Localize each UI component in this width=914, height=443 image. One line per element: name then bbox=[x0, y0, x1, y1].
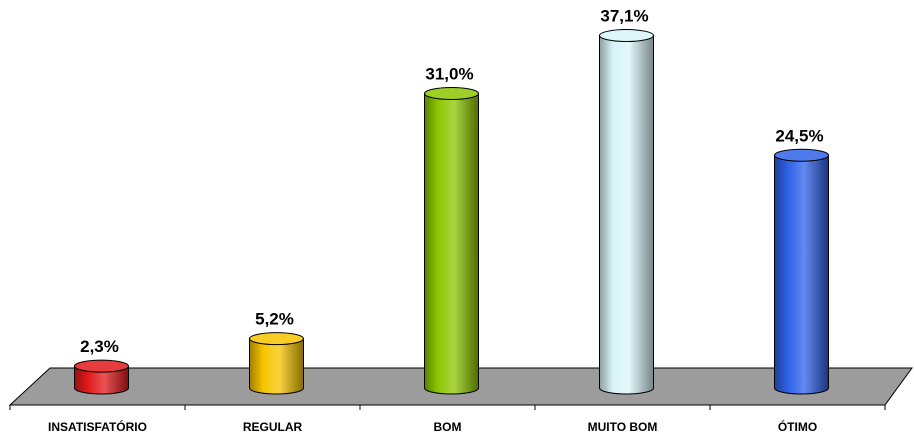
bar-top bbox=[74, 359, 129, 373]
value-label: 31,0% bbox=[425, 65, 473, 84]
bar-body bbox=[424, 93, 479, 395]
bar-body bbox=[74, 365, 129, 395]
bar-top bbox=[599, 29, 654, 43]
x-axis: INSATISFATÓRIO REGULAR BOM MUITO BOM ÓTIMO bbox=[9, 404, 886, 434]
category-label: REGULAR bbox=[243, 420, 303, 434]
bar-top bbox=[249, 332, 304, 346]
category-label: ÓTIMO bbox=[778, 419, 817, 434]
value-label: 5,2% bbox=[255, 310, 294, 329]
bar-bom bbox=[424, 87, 479, 395]
bar-body bbox=[249, 338, 304, 395]
bar-ótimo bbox=[774, 148, 829, 395]
category-label: INSATISFATÓRIO bbox=[48, 419, 147, 434]
bar-insatisfatório bbox=[74, 359, 129, 395]
bar-body bbox=[774, 154, 829, 395]
value-labels: 2,3% 5,2% 31,0% 37,1% 24,5% bbox=[80, 7, 823, 357]
value-label: 24,5% bbox=[775, 126, 823, 145]
value-label: 2,3% bbox=[80, 337, 119, 356]
bar-body bbox=[599, 35, 654, 395]
category-label: MUITO BOM bbox=[588, 420, 658, 434]
bar-top bbox=[774, 148, 829, 162]
bars bbox=[74, 29, 829, 395]
value-label: 37,1% bbox=[600, 7, 648, 26]
category-label: BOM bbox=[434, 420, 462, 434]
bar-top bbox=[424, 87, 479, 100]
bar-muito-bom bbox=[599, 29, 654, 395]
bar-regular bbox=[249, 332, 304, 395]
